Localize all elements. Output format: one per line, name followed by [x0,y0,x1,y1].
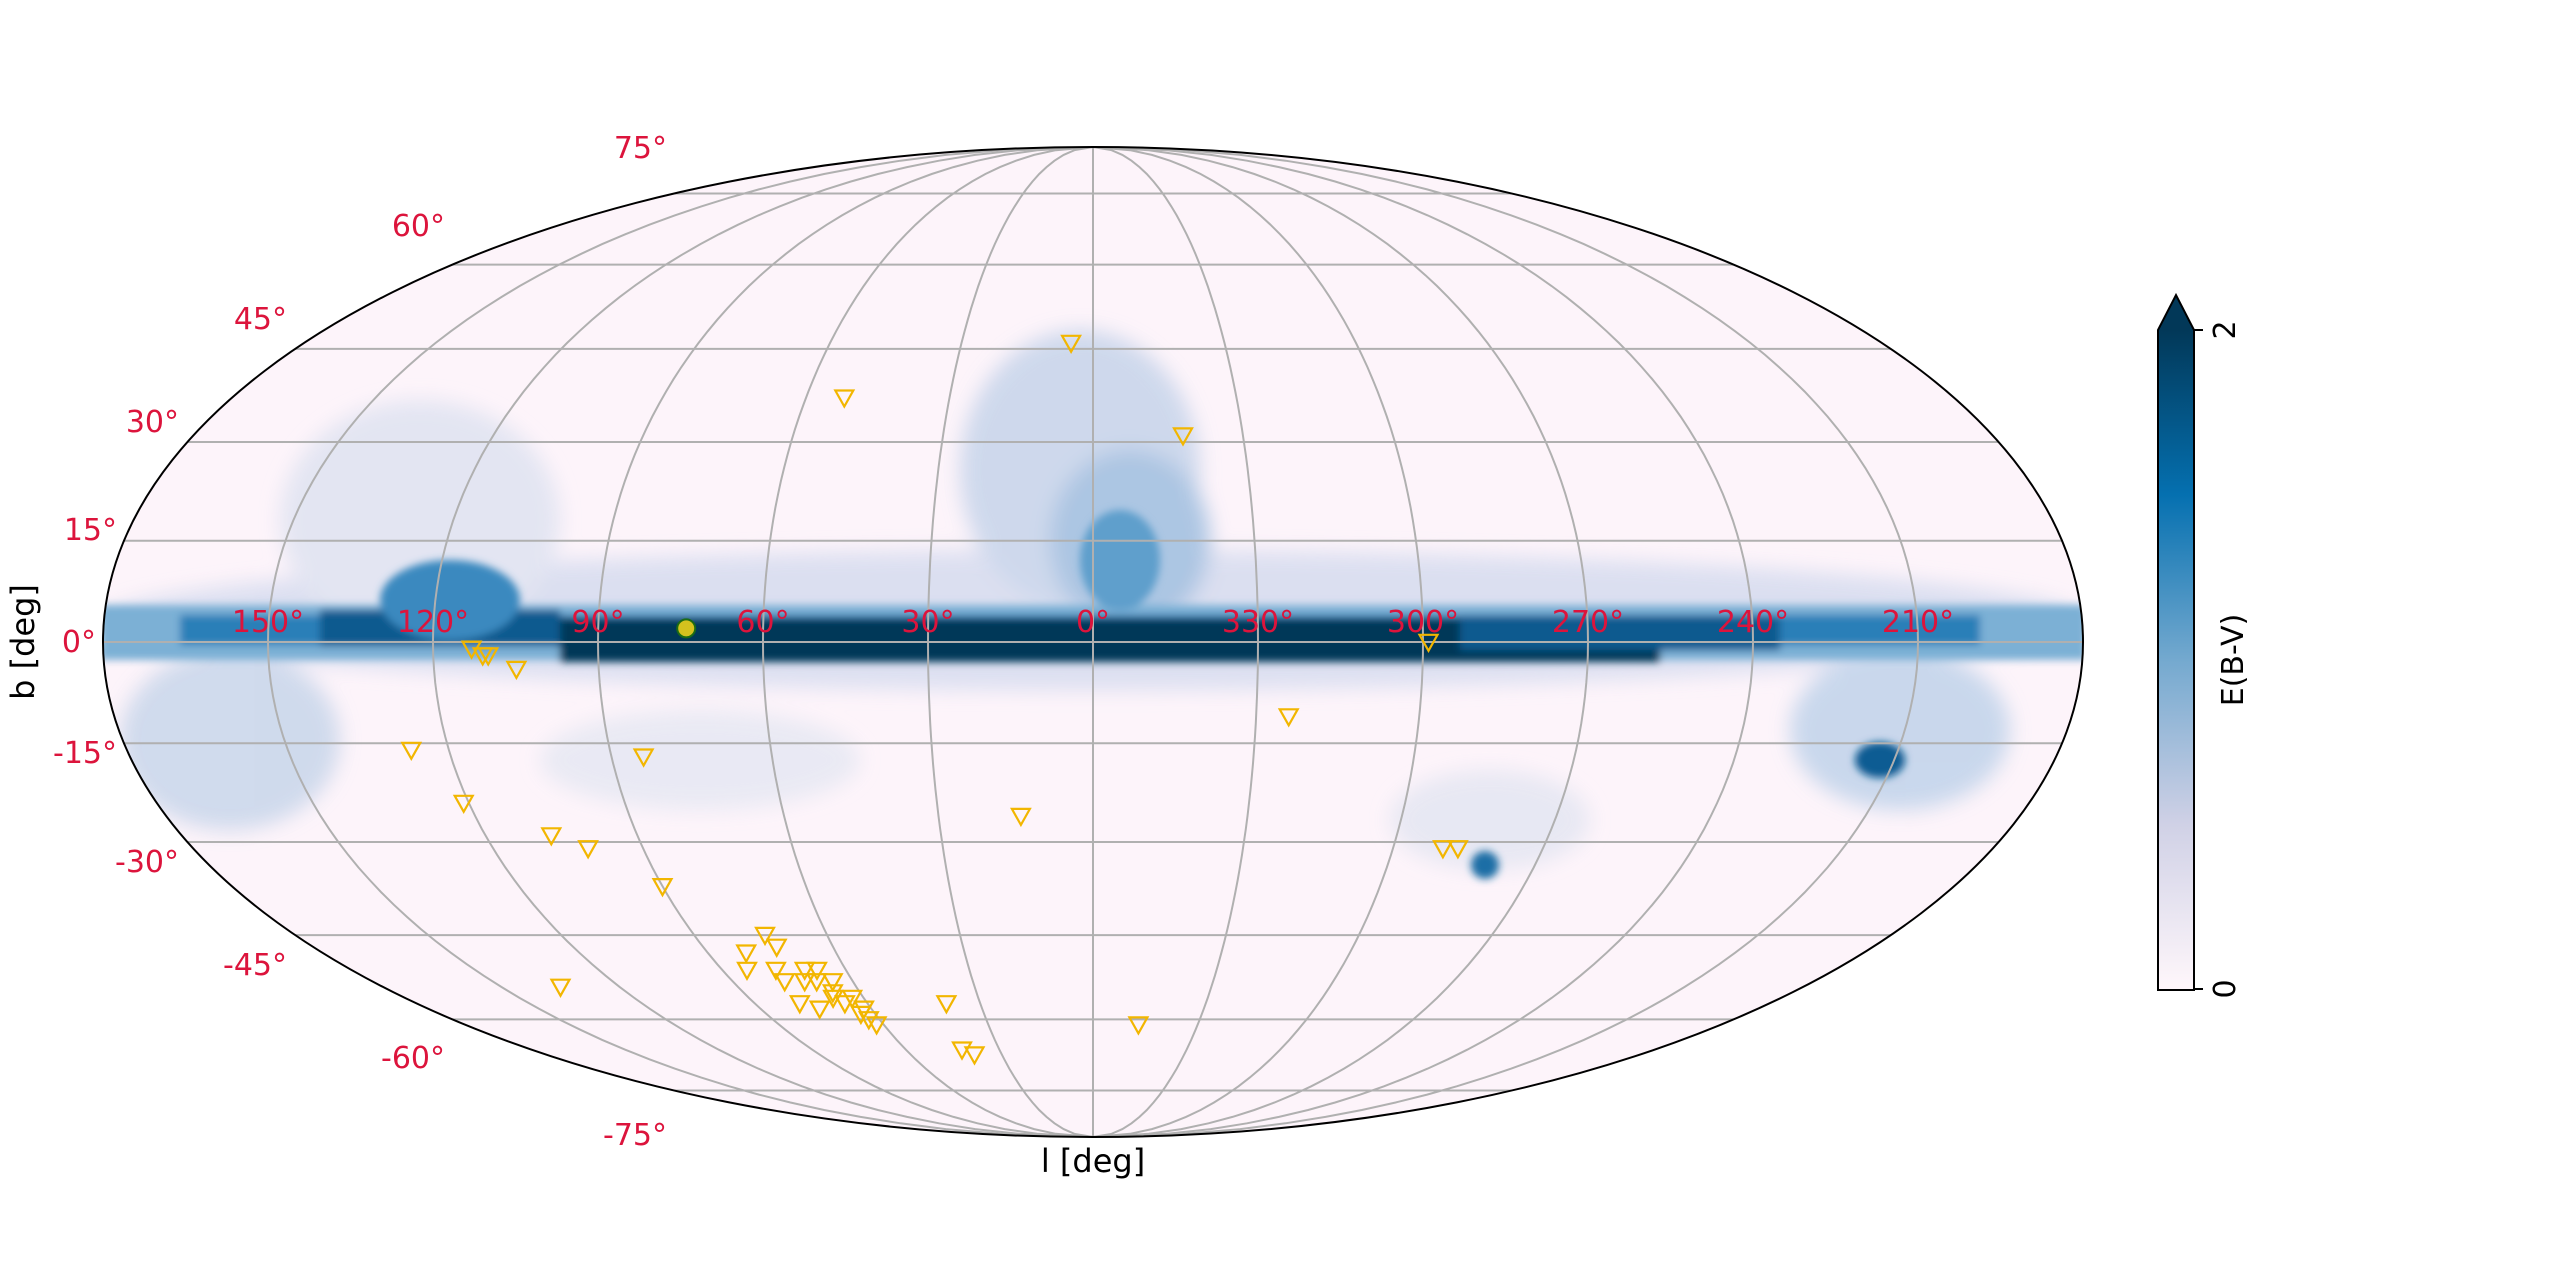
lon-tick-label: 150° [232,605,304,640]
source-triangle-marker [1277,708,1300,728]
source-triangle-marker [833,389,856,409]
source-triangle-marker [834,995,856,1015]
lat-tick-label: 15° [64,513,117,548]
source-triangle-marker [805,973,828,993]
extinction-map [103,147,2083,1137]
source-triangle-marker [632,748,655,768]
source-triangle-marker [1060,334,1082,355]
source-triangle-marker [963,1046,986,1066]
source-triangle-marker [806,961,828,982]
lon-tick-label: 210° [1882,605,1954,640]
source-markers [400,334,1469,1066]
lon-tick-labels: 150° 120° 90° 60° 30° 0° 330° 300° 270° … [232,605,1954,640]
lon-tick-label: 120° [397,605,469,640]
y-axis-label: b [deg] [4,584,42,700]
source-triangle-marker [505,660,528,681]
source-triangle-marker [577,840,599,860]
colorbar-outline [2157,292,2195,991]
source-triangle-marker [452,794,475,815]
source-triangle-marker [793,973,816,993]
source-triangle-marker [736,961,758,982]
x-axis-label: l [deg] [1041,1142,1145,1180]
source-triangle-marker [765,961,787,982]
source-triangle-marker [651,877,674,898]
source-triangle-marker [1417,633,1440,654]
lat-tick-label: 60° [392,209,445,244]
colorbar-gradient [2158,330,2194,990]
lon-tick-label: 90° [571,605,624,640]
source-triangle-marker [841,989,864,1010]
source-triangle-marker [1432,840,1454,860]
source-triangle-marker [1172,427,1194,447]
source-triangle-marker [540,827,563,847]
source-triangle-marker [821,984,844,1004]
source-triangle-marker [773,973,796,993]
source-triangle-marker [477,647,500,667]
lon-tick-label: 240° [1717,605,1789,640]
lat-tick-label: -75° [603,1118,667,1153]
lat-tick-label: -30° [115,845,179,880]
lon-tick-label: 0° [1076,605,1110,640]
lat-tick-label: -45° [223,948,287,983]
lat-tick-label: -60° [381,1041,445,1076]
source-triangle-marker [1127,1016,1150,1036]
colorbar-tick-label: 0 [2208,979,2243,998]
source-triangle-marker [793,961,816,982]
lon-tick-label: 30° [901,605,954,640]
colorbar: 2 0 E(B-V) [2157,292,2251,999]
map-boundary [102,146,2084,1138]
lat-tick-label: 75° [614,131,667,166]
colorbar-tick-label: 2 [2208,320,2243,339]
source-triangle-marker [765,938,788,958]
source-triangle-marker [850,1005,872,1026]
lat-tick-label: 30° [126,405,179,440]
source-triangle-marker [935,995,958,1015]
colorbar-label: E(B-V) [2216,614,2251,707]
lat-tick-label: 0° [62,625,96,660]
source-circle-marker [676,618,697,639]
lon-tick-label: 270° [1552,605,1624,640]
colorbar-extend-arrow [2158,295,2194,330]
source-triangle-marker [1447,840,1469,860]
lon-tick-label: 60° [736,605,789,640]
lat-tick-label: -15° [53,736,117,771]
source-triangle-marker [808,1000,831,1020]
source-triangle-marker [400,741,423,762]
lon-tick-label: 330° [1222,605,1294,640]
source-triangle-marker [460,640,483,660]
source-triangle-marker [1010,807,1032,828]
source-triangle-marker [865,1016,888,1036]
lat-tick-labels: 75° 60° 45° 30° 15° 0° -15° -30° -45° -6… [53,131,667,1153]
source-triangle-marker [549,978,572,998]
source-triangle-marker [735,944,758,964]
lat-tick-label: 45° [234,302,287,337]
graticule [103,147,2083,1137]
source-triangle-marker [857,1011,880,1031]
source-triangle-marker [754,926,776,947]
source-triangle-marker [821,973,844,993]
source-triangle-marker [788,995,811,1015]
